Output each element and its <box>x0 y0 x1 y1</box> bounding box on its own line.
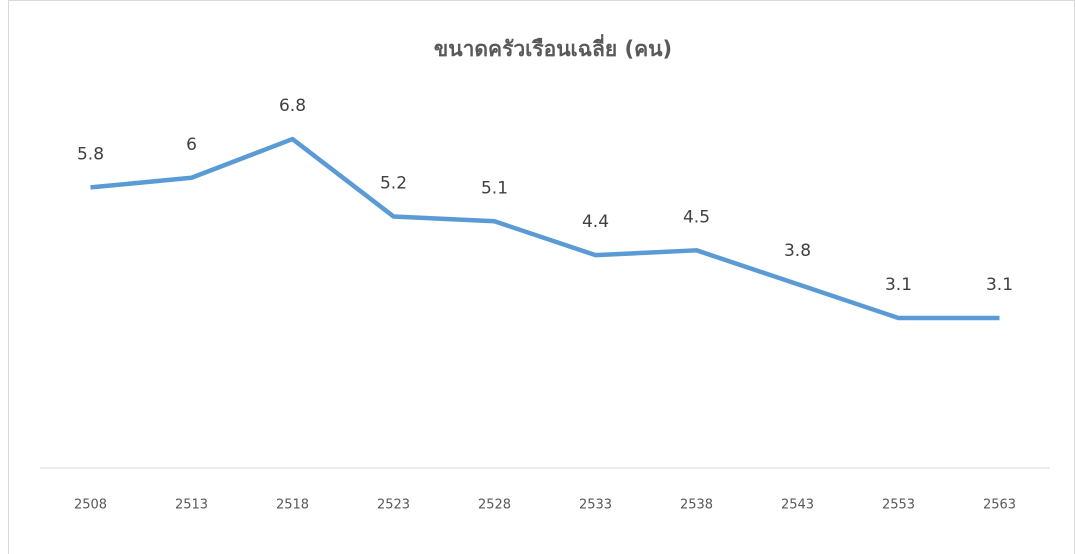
chart-border <box>8 0 1075 554</box>
x-tick-label: 2553 <box>882 498 915 513</box>
x-tick-label: 2513 <box>175 498 208 513</box>
data-label: 5.8 <box>77 144 104 164</box>
x-tick-label: 2523 <box>377 498 410 513</box>
data-label: 4.4 <box>582 212 609 232</box>
chart-title: ขนาดครัวเรือนเฉลี่ย (คน) <box>434 33 672 61</box>
data-label: 3.1 <box>885 275 912 295</box>
data-label: 6 <box>186 135 197 155</box>
data-label: 3.1 <box>986 275 1013 295</box>
x-tick-label: 2543 <box>781 498 814 513</box>
line-series <box>90 136 1000 321</box>
data-label: 3.8 <box>784 241 811 261</box>
data-label: 6.8 <box>279 96 306 116</box>
x-tick-label: 2563 <box>983 498 1016 513</box>
x-tick-label: 2538 <box>680 498 713 513</box>
x-tick-label: 2518 <box>276 498 309 513</box>
x-tick-label: 2533 <box>579 498 612 513</box>
data-label: 5.2 <box>380 173 407 193</box>
data-label: 5.1 <box>481 178 508 198</box>
data-label: 4.5 <box>683 207 710 227</box>
x-tick-label: 2508 <box>74 498 107 513</box>
x-tick-label: 2528 <box>478 498 511 513</box>
